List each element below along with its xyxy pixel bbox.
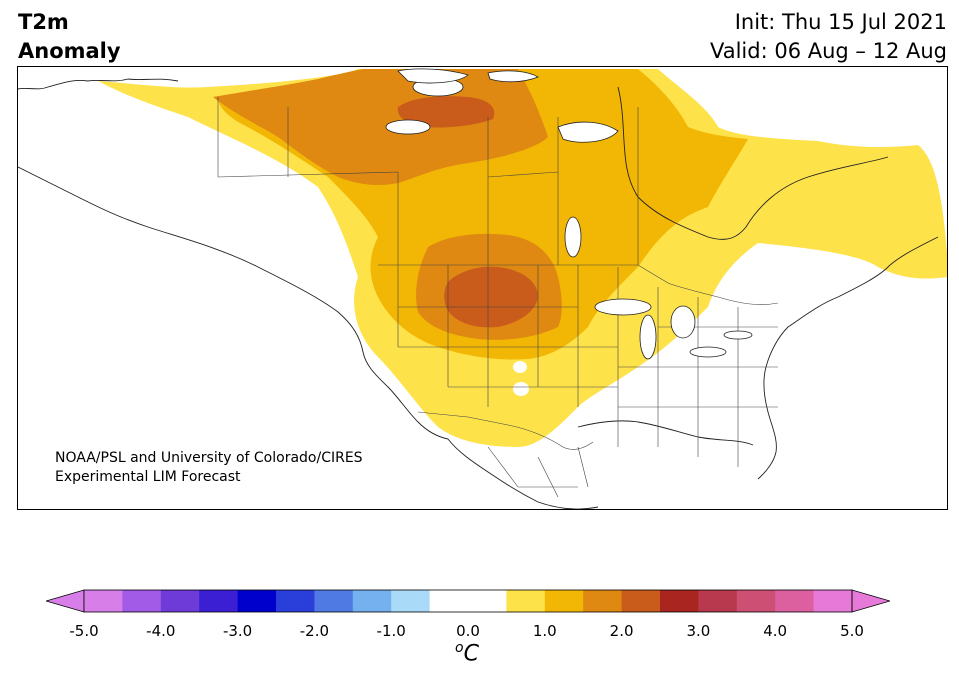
colorbar-segment <box>544 590 584 612</box>
colorbar-tick-label: -5.0 <box>69 622 99 640</box>
colorbar-svg <box>44 589 892 613</box>
colorbar-segment <box>352 590 392 612</box>
unit-letter: C <box>463 641 479 667</box>
anomaly-hole <box>513 361 527 373</box>
colorbar-tick-label: 0.0 <box>456 622 480 640</box>
colorbar <box>44 588 892 614</box>
anomaly-hole <box>513 382 529 396</box>
border-mexico-states <box>487 446 589 498</box>
arctic-islands <box>397 68 619 143</box>
colorbar-extend-min <box>44 589 85 613</box>
coastline-west <box>18 78 449 440</box>
border-canada-us <box>378 264 779 305</box>
colorbar-segment <box>122 590 162 612</box>
colorbar-tick-label: -4.0 <box>146 622 176 640</box>
arctic-island <box>487 70 539 83</box>
lake-erie <box>689 346 727 358</box>
colorbar-segment <box>775 590 815 612</box>
colorbar-segment <box>199 590 239 612</box>
colorbar-segment <box>160 590 200 612</box>
lake-winnipeg <box>564 216 582 258</box>
credit-line-1: NOAA/PSL and University of Colorado/CIRE… <box>55 450 363 466</box>
map-canvas <box>18 68 947 509</box>
valid-dates: Valid: 06 Aug – 12 Aug <box>709 39 947 63</box>
degree-symbol: o <box>455 640 464 656</box>
colorbar-segment <box>698 590 738 612</box>
anomaly-map <box>17 66 948 510</box>
great-slave-lake <box>385 119 431 135</box>
colorbar-tick-label: -3.0 <box>222 622 253 640</box>
colorbar-tick-label: -1.0 <box>376 622 406 640</box>
border-states <box>397 265 778 467</box>
anomaly-region-2.0 <box>397 96 495 128</box>
colorbar-segment <box>468 590 507 612</box>
credit-text: NOAA/PSL and University of Colorado/CIRE… <box>55 449 363 487</box>
colorbar-tick-label: 5.0 <box>840 622 864 640</box>
lake-huron <box>670 305 696 339</box>
colorbar-segment <box>813 590 853 612</box>
colorbar-segment <box>314 590 354 612</box>
colorbar-tick-label: 4.0 <box>763 622 788 640</box>
anomaly-shading <box>98 69 947 447</box>
border-us-mexico <box>417 411 594 450</box>
coastline-east <box>757 236 939 480</box>
colorbar-segment <box>736 590 776 612</box>
colorbar-extend-max <box>851 589 892 613</box>
anomaly-region-2.0b <box>444 266 538 328</box>
title-type: Anomaly <box>18 39 121 63</box>
arctic-island <box>557 121 619 143</box>
colorbar-tick-label: 3.0 <box>686 622 711 640</box>
colorbar-segment <box>237 590 277 612</box>
border-provinces <box>217 97 639 265</box>
init-date: Init: Thu 15 Jul 2021 <box>734 10 947 34</box>
coastline-mexico <box>447 438 599 509</box>
colorbar-segment <box>391 590 431 612</box>
political-borders <box>217 97 779 498</box>
colorbar-outline <box>83 589 853 613</box>
coastline-hudson-bay <box>617 86 889 240</box>
colorbar-tick-label: 2.0 <box>609 622 634 640</box>
colorbar-segment <box>429 590 469 612</box>
colorbar-tick-label: -2.0 <box>299 622 330 640</box>
lake-michigan <box>639 314 657 360</box>
colorbar-segment <box>583 590 623 612</box>
colorbar-segment <box>84 590 123 612</box>
colorbar-tick-label: 1.0 <box>532 622 557 640</box>
colorbar-segment <box>276 590 315 612</box>
colorbar-segment <box>660 590 699 612</box>
lake-ontario <box>723 330 753 340</box>
colorbar-segment <box>506 590 546 612</box>
forecast-dates: Init: Thu 15 Jul 2021 Valid: 06 Aug – 12… <box>710 8 947 66</box>
credit-line-2: Experimental LIM Forecast <box>55 469 241 485</box>
colorbar-segment <box>621 590 661 612</box>
coastlines <box>18 78 939 509</box>
title-variable: T2m <box>18 10 69 34</box>
coastline-gulf <box>577 420 754 446</box>
colorbar-unit: oC <box>455 640 479 666</box>
arctic-island <box>397 68 469 84</box>
lake-superior <box>594 298 652 316</box>
map-title: T2m Anomaly <box>18 8 121 66</box>
